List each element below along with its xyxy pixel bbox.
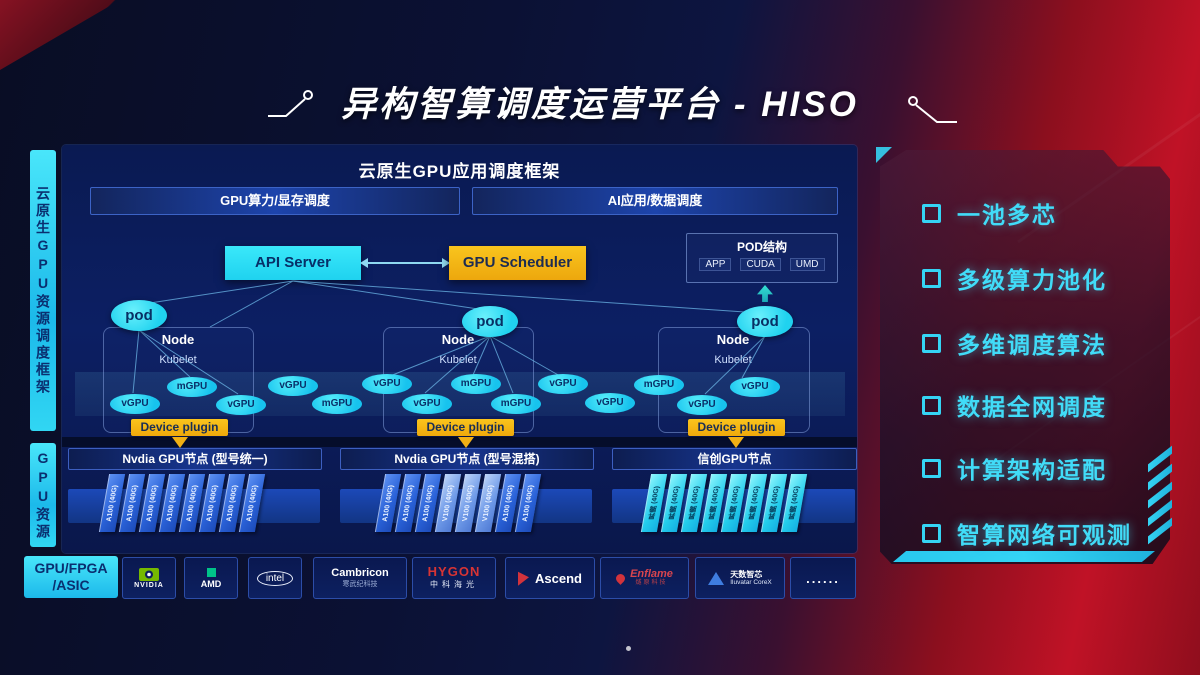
rail-cloud-native-gpu-framework: 云原生GPU资源调度框架 — [30, 150, 56, 431]
bar-ai-data-scheduling: AI应用/数据调度 — [472, 187, 838, 215]
gpu-ellipse: vGPU — [110, 394, 160, 414]
amd-icon — [206, 567, 216, 577]
node-label-3: Node — [716, 332, 750, 347]
gpu-ellipse: mGPU — [491, 394, 541, 414]
kubelet-label-3: Kubelet — [714, 354, 752, 366]
device-plugin-arrow-1 — [172, 437, 188, 448]
device-plugin-arrow-2 — [458, 437, 474, 448]
page-title: 异构智算调度运营平台 - HISO — [341, 85, 859, 124]
square-bullet-icon — [922, 268, 941, 288]
vendor-iluvatar: 天数智芯 Iluvatar CoreX — [695, 557, 785, 599]
vendor-nvidia: NVIDIA — [122, 557, 176, 599]
gpu-row-header-uniform: Nvdia GPU节点 (型号统一) — [68, 448, 322, 470]
gpu-ellipse: vGPU — [362, 374, 412, 394]
rail-hardware-line2: /ASIC — [52, 577, 90, 593]
gpu-ellipse: vGPU — [677, 395, 727, 415]
circuit-decoration-left — [268, 90, 313, 117]
gpu-ellipse: vGPU — [585, 393, 635, 413]
vendor-hygon: HYGON 中科海光 — [412, 557, 496, 599]
gpu-ellipse: vGPU — [730, 377, 780, 397]
vendor-more: ...... — [790, 557, 856, 599]
rail-hardware: GPU/FPGA /ASIC — [24, 556, 118, 598]
ascend-icon — [518, 570, 530, 586]
gpu-ellipse: vGPU — [538, 374, 588, 394]
pod-structure-item-cuda: CUDA — [740, 258, 781, 271]
gpu-ellipse: mGPU — [167, 377, 217, 397]
page-indicator-dot — [626, 646, 631, 651]
node-label-2: Node — [441, 332, 475, 347]
gpu-ellipse: vGPU — [216, 395, 266, 415]
vendor-enflame: Enflame 燧原科技 — [600, 557, 689, 599]
rail-gpu-resource: GPU资源 — [30, 443, 56, 547]
square-bullet-icon — [922, 203, 941, 223]
feature-item: 智算网络可观测 — [922, 516, 1132, 550]
gpu-scheduler-box: GPU Scheduler — [449, 246, 586, 280]
vendor-intel: intel — [248, 557, 302, 599]
pod-ellipse-2: pod — [462, 306, 518, 337]
device-plugin-3: Device plugin — [688, 419, 785, 436]
gpu-row-header-xinchuang: 信创GPU节点 — [612, 448, 857, 470]
pod-structure-item-umd: UMD — [789, 258, 825, 271]
kubelet-label-2: Kubelet — [439, 354, 477, 366]
scheduler-panel-title: 云原生GPU应用调度框架 — [358, 162, 561, 181]
feature-item: 数据全网调度 — [922, 388, 1107, 422]
pod-structure-item-app: APP — [699, 258, 732, 271]
api-server-box: API Server — [225, 246, 361, 280]
feature-item: 一池多芯 — [922, 196, 1057, 230]
square-bullet-icon — [922, 395, 941, 415]
iluvatar-icon — [708, 571, 725, 585]
device-plugin-1: Device plugin — [131, 419, 228, 436]
feature-item: 多级算力池化 — [922, 261, 1107, 295]
feature-item: 计算架构适配 — [922, 451, 1107, 485]
api-scheduler-arrow — [360, 258, 450, 268]
gpu-ellipse: mGPU — [634, 375, 684, 395]
gpu-ellipse: vGPU — [268, 376, 318, 396]
node-label-1: Node — [161, 332, 195, 347]
pod-structure-box: POD结构 APP CUDA UMD — [686, 233, 838, 283]
vendor-ascend: Ascend — [505, 557, 595, 599]
flame-icon — [614, 571, 627, 585]
circuit-decoration-right — [908, 96, 957, 123]
corner-decoration — [0, 0, 120, 70]
rail-hardware-line1: GPU/FPGA — [34, 560, 108, 576]
feature-panel-bottom-strip — [893, 551, 1155, 562]
square-bullet-icon — [922, 333, 941, 353]
bar-gpu-compute-scheduling: GPU算力/显存调度 — [90, 187, 460, 215]
gpu-ellipse: mGPU — [451, 374, 501, 394]
gpu-ellipse: vGPU — [402, 394, 452, 414]
feature-item: 多维调度算法 — [922, 326, 1107, 360]
device-plugin-2: Device plugin — [417, 419, 514, 436]
vendor-cambricon: Cambricon 寒武纪科技 — [313, 557, 407, 599]
pod-structure-title: POD结构 — [736, 240, 787, 254]
feature-panel — [880, 150, 1170, 564]
pod-ellipse-1: pod — [111, 300, 167, 331]
kubelet-label-1: Kubelet — [159, 354, 197, 366]
vendor-amd: AMD — [184, 557, 238, 599]
intel-logo: intel — [256, 570, 294, 586]
device-plugin-arrow-3 — [728, 437, 744, 448]
square-bullet-icon — [922, 458, 941, 478]
square-bullet-icon — [922, 523, 941, 543]
pod-ellipse-3: pod — [737, 306, 793, 337]
nvidia-icon — [139, 567, 159, 581]
gpu-ellipse: mGPU — [312, 394, 362, 414]
gpu-row-header-mixed: Nvdia GPU节点 (型号混搭) — [340, 448, 594, 470]
